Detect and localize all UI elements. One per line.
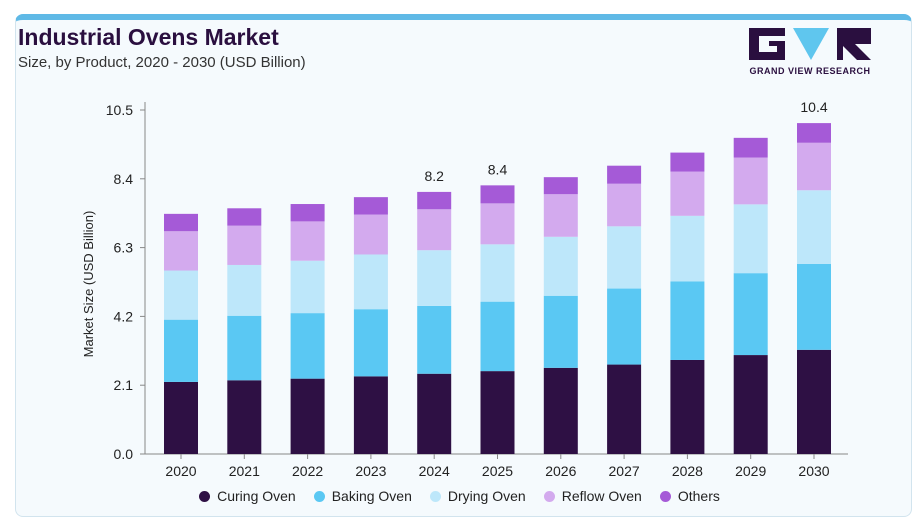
bar-segment xyxy=(480,185,515,204)
bar-segment xyxy=(290,378,325,454)
bar-segment xyxy=(290,260,325,314)
bar-segment xyxy=(290,313,325,379)
bar-segment xyxy=(607,165,642,184)
logo-mark-icon xyxy=(749,28,871,60)
bar-segment xyxy=(607,288,642,365)
bar-segment xyxy=(164,213,198,232)
legend-label: Baking Oven xyxy=(331,488,412,504)
y-tick-label: 6.3 xyxy=(114,240,134,256)
bar-segment xyxy=(164,319,198,382)
bar-segment xyxy=(227,208,262,226)
bar-segment xyxy=(164,381,198,454)
legend-label: Drying Oven xyxy=(447,488,526,504)
bar-segment xyxy=(353,197,388,215)
bar-segment xyxy=(797,349,831,454)
bar-segment xyxy=(733,157,768,205)
bar-segment xyxy=(353,214,388,255)
bar-segment xyxy=(607,183,642,227)
bar-segment xyxy=(480,244,515,302)
bar-segment xyxy=(670,215,705,282)
x-tick-label: 2026 xyxy=(545,463,576,479)
bar-segment xyxy=(417,209,452,251)
bar-segment xyxy=(480,203,515,245)
data-label: 8.4 xyxy=(488,161,508,177)
bar-segment xyxy=(543,194,578,237)
legend-item: Curing Oven xyxy=(199,488,296,504)
bar-segment xyxy=(353,376,388,454)
bar-segment xyxy=(733,355,768,454)
grand-view-research-logo: GRAND VIEW RESEARCH xyxy=(747,24,873,80)
legend-dot-icon xyxy=(199,490,211,502)
legend-item: Baking Oven xyxy=(313,488,412,504)
legend-dot-icon xyxy=(429,490,441,502)
bar-segment xyxy=(543,295,578,368)
bar-segment xyxy=(543,367,578,454)
bar-segment xyxy=(417,191,452,210)
x-tick-label: 2029 xyxy=(735,463,766,479)
bar-segment xyxy=(670,359,705,454)
x-tick-label: 2021 xyxy=(229,463,260,479)
bar-segment xyxy=(417,373,452,454)
chart-legend: Curing Oven Baking Oven Drying Oven Reflow … xyxy=(0,488,919,504)
y-tick-label: 4.2 xyxy=(114,308,134,324)
x-tick-label: 2027 xyxy=(609,463,640,479)
y-tick-label: 10.5 xyxy=(106,102,133,118)
bar-segment xyxy=(480,301,515,372)
x-tick-label: 2023 xyxy=(355,463,386,479)
legend-label: Curing Oven xyxy=(217,488,296,504)
bar-segment xyxy=(417,250,452,306)
legend-dot-icon xyxy=(313,490,325,502)
y-axis-label: Market Size (USD Billion) xyxy=(81,211,96,358)
legend-label: Others xyxy=(677,488,720,504)
bar-segment xyxy=(353,254,388,310)
y-tick-label: 0.0 xyxy=(114,446,134,462)
bar-segment xyxy=(733,137,768,158)
bar-segment xyxy=(607,364,642,454)
bar-segment xyxy=(543,236,578,296)
x-tick-label: 2022 xyxy=(292,463,323,479)
chart-subtitle: Size, by Product, 2020 - 2030 (USD Billi… xyxy=(18,54,306,71)
legend-item: Reflow Oven xyxy=(543,488,642,504)
bar-segment xyxy=(164,231,198,271)
bar-segment xyxy=(227,264,262,316)
x-tick-label: 2028 xyxy=(672,463,703,479)
x-tick-label: 2020 xyxy=(165,463,196,479)
bar-segment xyxy=(670,171,705,216)
bar-segment xyxy=(670,152,705,172)
bar-segment xyxy=(290,221,325,261)
bar-segment xyxy=(797,190,831,264)
bar-segment xyxy=(227,225,262,265)
bar-segment xyxy=(227,380,262,454)
bar-segment xyxy=(607,226,642,289)
bar-segment xyxy=(733,273,768,356)
bar-segment xyxy=(353,309,388,377)
bar-segment xyxy=(164,270,198,320)
bar-segment xyxy=(480,371,515,454)
x-tick-label: 2030 xyxy=(798,463,829,479)
data-label: 10.4 xyxy=(800,99,827,115)
bar-segment xyxy=(797,263,831,350)
legend-label: Reflow Oven xyxy=(561,488,642,504)
y-tick-label: 8.4 xyxy=(114,171,134,187)
legend-dot-icon xyxy=(659,490,671,502)
bar-segment xyxy=(797,123,831,143)
bar-segment xyxy=(227,315,262,381)
bar-segment xyxy=(797,142,831,191)
bar-segment xyxy=(543,177,578,195)
bar-segment xyxy=(417,305,452,374)
logo-text: GRAND VIEW RESEARCH xyxy=(749,66,871,76)
bar-segment xyxy=(733,204,768,274)
legend-dot-icon xyxy=(543,490,555,502)
bar-segment xyxy=(670,281,705,360)
y-tick-label: 2.1 xyxy=(114,377,134,393)
legend-item: Others xyxy=(659,488,720,504)
x-tick-label: 2025 xyxy=(482,463,513,479)
bar-segment xyxy=(290,204,325,222)
data-label: 8.2 xyxy=(424,168,444,184)
x-tick-label: 2024 xyxy=(419,463,450,479)
chart-title: Industrial Ovens Market xyxy=(18,24,279,50)
legend-item: Drying Oven xyxy=(429,488,526,504)
